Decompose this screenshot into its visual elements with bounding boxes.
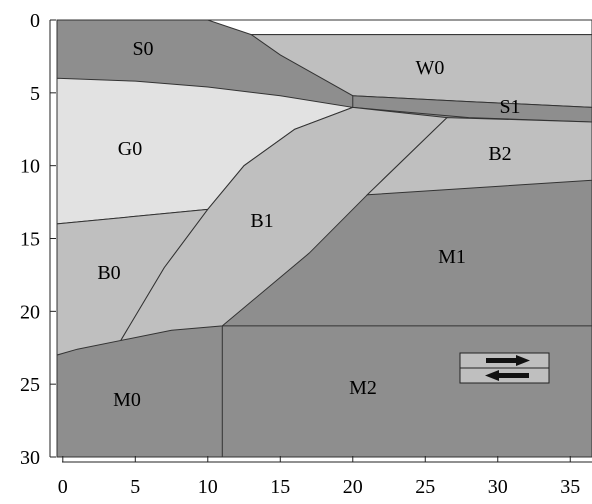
- region-label: S1: [499, 96, 520, 118]
- y-tick-label: 0: [30, 10, 40, 32]
- region-label: S0: [132, 38, 153, 60]
- region-label: M1: [438, 246, 466, 268]
- x-tick-label: 0: [58, 476, 68, 498]
- y-tick-label: 5: [30, 83, 40, 105]
- region-label: M2: [349, 377, 377, 399]
- y-tick-label: 15: [20, 229, 40, 251]
- x-tick-label: 5: [130, 476, 140, 498]
- y-tick-label: 20: [20, 301, 40, 323]
- y-tick-label: 25: [20, 374, 40, 396]
- y-tick-label: 10: [20, 156, 40, 178]
- x-tick-label: 20: [343, 476, 363, 498]
- cross-section: 0 5 10 15 20 25 30 0 5 10 15 20 25 30 35 S0 W0 S1 G0 B2 B1 M1…: [0, 0, 592, 499]
- x-tick-label: 15: [270, 476, 290, 498]
- region-label: B1: [250, 210, 273, 232]
- region-label: B0: [97, 262, 120, 284]
- x-tick-label: 30: [488, 476, 508, 498]
- y-tick-label: 30: [20, 447, 40, 469]
- region-label: M0: [113, 389, 141, 411]
- region-label: G0: [118, 138, 142, 160]
- region-label: B2: [488, 143, 511, 165]
- x-tick-label: 10: [198, 476, 218, 498]
- region-label: W0: [416, 57, 445, 79]
- x-tick-label: 25: [415, 476, 435, 498]
- x-tick-label: 35: [560, 476, 580, 498]
